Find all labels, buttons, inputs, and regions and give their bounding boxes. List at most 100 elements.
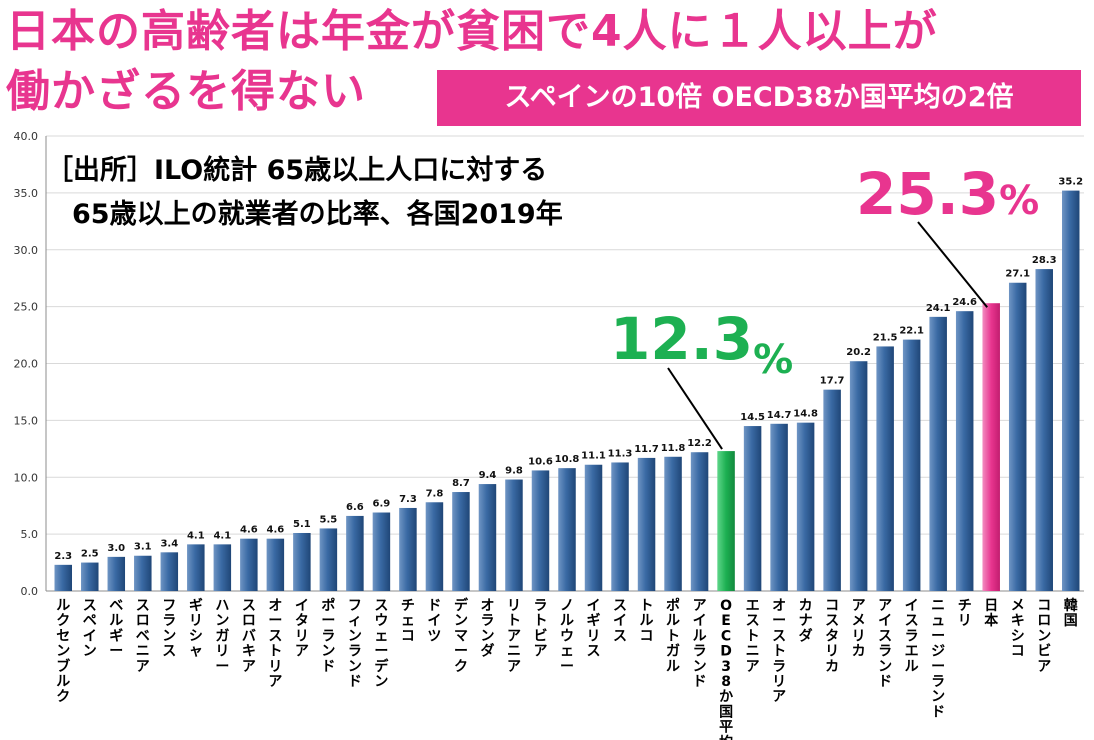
bar-3 [107, 556, 126, 591]
x-tick-label: チェコ [401, 598, 415, 644]
value-label: 2.5 [81, 549, 99, 560]
value-label: 5.5 [320, 514, 338, 525]
bar-29 [796, 422, 815, 591]
value-label: 12.2 [687, 438, 712, 449]
y-tick-label: 30.0 [14, 244, 39, 257]
x-tick-label: オランダ [480, 598, 494, 660]
x-tick-label: OECD38か国平均 [719, 598, 733, 740]
value-label: 28.3 [1032, 255, 1057, 266]
value-label: 11.3 [608, 448, 633, 459]
bar-33 [902, 339, 921, 591]
bars [54, 190, 1080, 591]
bar-13 [372, 512, 391, 591]
bar-17 [478, 484, 497, 591]
bar-7 [213, 544, 232, 591]
y-axis: 0.0 5.0 10.0 15.0 20.0 25.0 30.0 35.0 40.0 [14, 130, 47, 598]
value-label: 7.8 [426, 488, 444, 499]
value-label: 8.7 [452, 478, 470, 489]
bar-16 [452, 492, 470, 591]
bar-24 [664, 456, 682, 591]
value-label: 21.5 [873, 332, 898, 343]
value-label: 9.8 [505, 466, 523, 477]
y-tick-label: 35.0 [14, 187, 39, 200]
y-tick-label: 25.0 [14, 301, 39, 314]
y-tick-label: 0.0 [21, 585, 39, 598]
title-line-1: 日本の高齢者は年金が貧困で4人に１人以上が [6, 6, 938, 57]
value-label: 22.1 [899, 326, 924, 337]
value-label: 11.7 [634, 444, 659, 455]
x-tick-label: イギリス [587, 598, 601, 660]
x-tick-label: エストニア [746, 598, 760, 675]
x-tick-label: スペイン [83, 598, 97, 660]
x-tick-label: スロベニア [136, 598, 150, 675]
value-label: 14.8 [793, 409, 818, 420]
japan-pointer-line [917, 221, 988, 308]
bar-4 [134, 555, 152, 591]
title-line-2: 働かざるを得ない [6, 66, 366, 117]
x-tick-label: コスタリカ [825, 598, 839, 675]
japan-callout-unit: % [999, 178, 1040, 224]
y-tick-label: 15.0 [14, 414, 39, 427]
bar-34 [929, 316, 947, 591]
x-tick-label: オーストラリア [772, 598, 786, 705]
x-axis-labels: ルクセンブルクスペインベルギースロベニアフランスギリシャハンガリースロバキアオー… [56, 597, 1077, 740]
x-tick-label: ハンガリー [215, 598, 229, 675]
x-tick-label: ニュージーランド [931, 598, 945, 720]
value-label: 2.3 [54, 551, 72, 562]
x-tick-label: イタリア [295, 598, 309, 660]
x-tick-label: オーストリア [268, 598, 282, 690]
bar-14 [399, 507, 417, 591]
bar-32 [876, 346, 894, 591]
x-tick-label: スウェーデン [374, 598, 389, 690]
value-label: 6.6 [346, 502, 364, 513]
x-tick-label: ノルウェー [560, 598, 574, 675]
bar-1 [54, 564, 73, 591]
value-label: 24.1 [926, 303, 951, 314]
bar-37 [1008, 282, 1027, 591]
bar-31 [849, 361, 868, 591]
bar-39 [1061, 190, 1080, 591]
bar-19 [531, 470, 550, 591]
x-tick-label: トルコ [640, 598, 654, 644]
source-note-line-2: 65歳以上の就業者の比率、各国2019年 [72, 199, 563, 230]
value-label: 4.6 [240, 525, 258, 536]
value-label: 4.1 [213, 530, 231, 541]
bar-22 [611, 462, 629, 591]
bar-23 [637, 457, 656, 591]
value-labels: 2.3 2.5 3.0 3.1 3.4 4.1 4.1 4.6 4.6 5.1 5.5 6.6 6.9 7… [54, 177, 1083, 562]
oecd-callout: 12.3% [610, 305, 793, 383]
x-tick-label: スイス [613, 598, 627, 644]
value-label: 4.6 [266, 525, 284, 536]
bar-35 [955, 311, 974, 591]
bar-9 [266, 538, 285, 591]
bar-27 [743, 426, 762, 591]
value-label: 27.1 [1005, 269, 1030, 280]
x-tick-label: アイルランド [693, 598, 707, 690]
bar-21 [584, 464, 603, 591]
value-label: 6.9 [373, 499, 391, 510]
x-tick-label: アイスランド [878, 598, 892, 690]
subtitle-banner: スペインの10倍 OECD38か国平均の2倍 [437, 70, 1081, 126]
x-tick-label: 日本 [984, 598, 999, 629]
value-label: 20.2 [846, 347, 871, 358]
value-label: 11.8 [661, 443, 686, 454]
value-label: 7.3 [399, 494, 417, 505]
japan-callout-value: 25.3 [856, 160, 1000, 228]
y-tick-label: 5.0 [21, 528, 39, 541]
bar-6 [187, 544, 205, 591]
bar-8 [240, 538, 258, 591]
x-tick-label: ドイツ [427, 598, 441, 644]
bar-28 [770, 423, 788, 591]
oecd-callout-value: 12.3 [610, 305, 754, 373]
x-tick-label: デンマーク [454, 597, 469, 675]
value-label: 17.7 [820, 376, 845, 387]
bar-30 [823, 389, 841, 591]
japan-callout: 25.3% [856, 160, 1039, 228]
gridlines [46, 135, 1084, 592]
value-label: 3.1 [134, 542, 152, 553]
y-tick-label: 40.0 [14, 130, 39, 143]
x-tick-label: フィンランド [348, 598, 362, 690]
value-label: 14.5 [740, 412, 765, 423]
x-tick-label: ルクセンブルク [56, 598, 70, 705]
